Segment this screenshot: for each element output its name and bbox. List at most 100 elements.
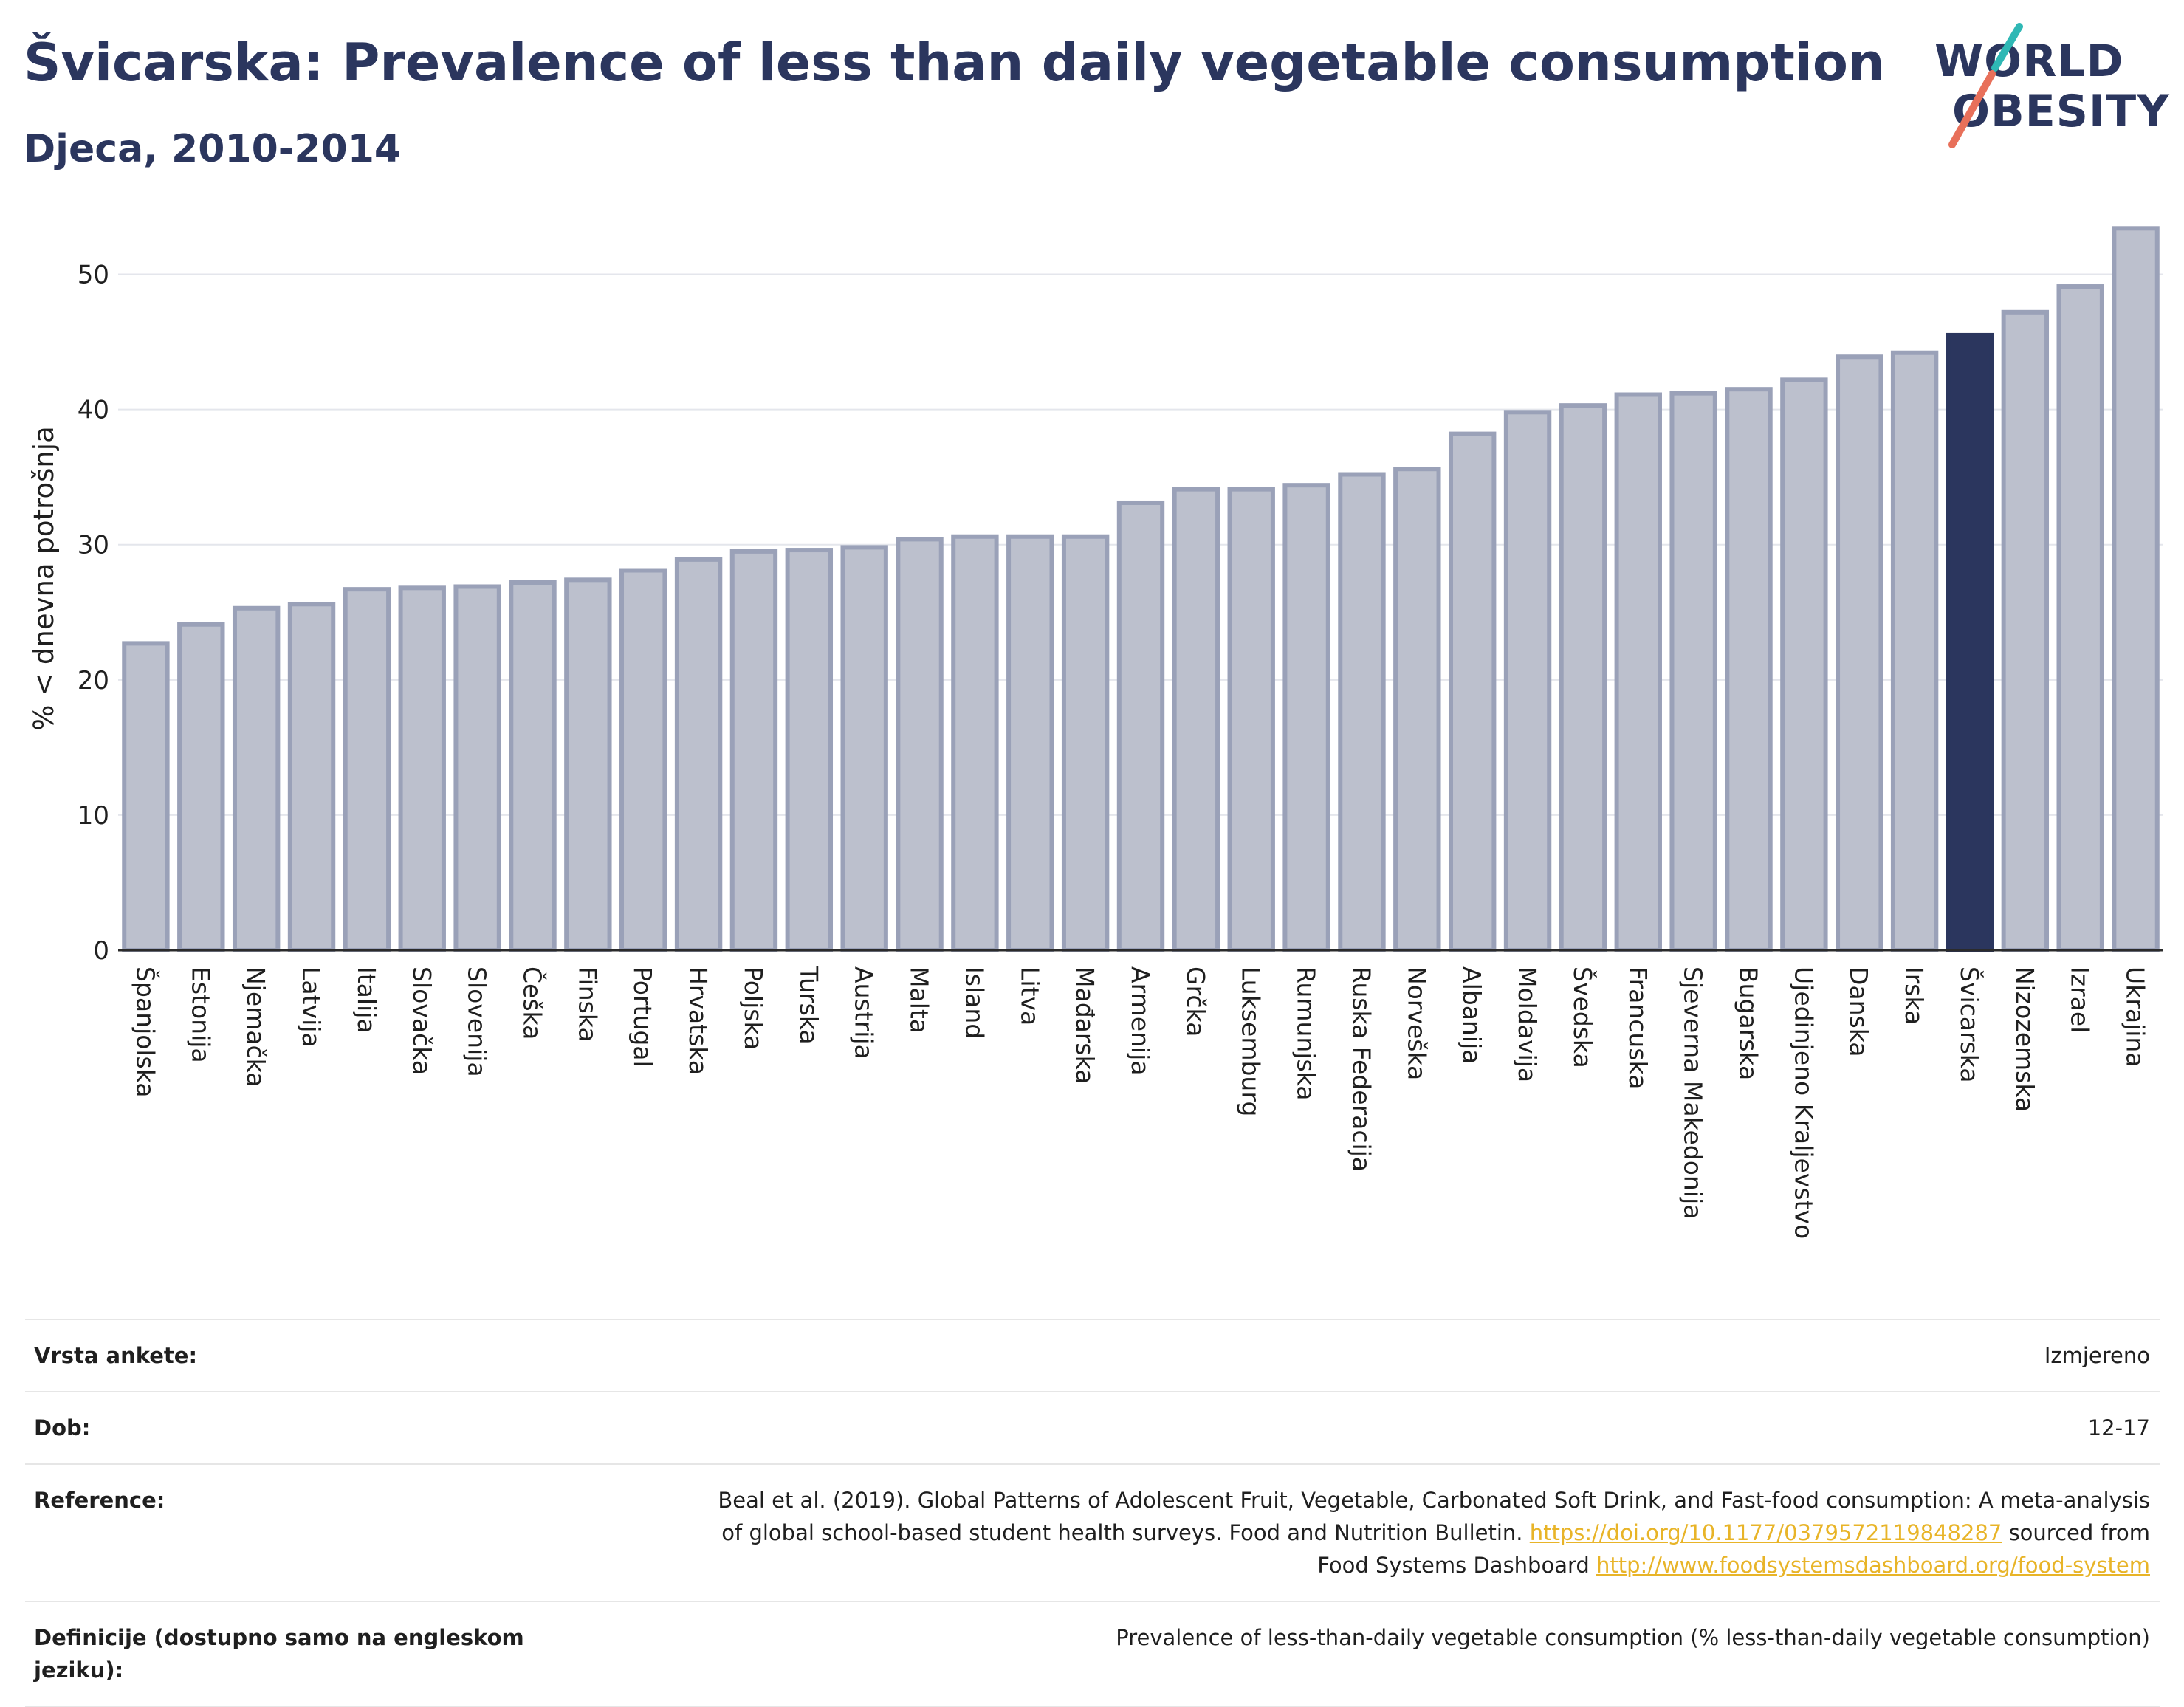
page-subtitle: Djeca, 2010-2014 (24, 127, 402, 171)
x-category-label: Latvija (297, 966, 326, 1048)
bar[interactable] (1116, 500, 1165, 952)
bar[interactable] (1890, 350, 1939, 953)
bar[interactable] (951, 534, 999, 952)
doi-link[interactable]: https://doi.org/10.1177/0379572119848287 (1529, 1520, 2002, 1545)
x-category-label: Norveška (1402, 966, 1431, 1080)
bar[interactable] (1006, 534, 1054, 952)
bar[interactable] (564, 577, 612, 953)
x-category-label: Španjolska (131, 966, 160, 1098)
x-category-label: Ruska Federacija (1347, 966, 1376, 1172)
logo-slash-icon (1948, 23, 2023, 148)
bar-chart: 0 10 20 30 40 50 Španjolska Estonija Njemačka La… (28, 226, 2163, 1239)
bar[interactable] (343, 587, 391, 952)
bar[interactable] (177, 622, 225, 952)
bar[interactable] (1061, 534, 1110, 952)
bar[interactable] (1669, 391, 1717, 952)
bar[interactable] (785, 548, 834, 952)
bar[interactable] (122, 641, 170, 952)
bar[interactable] (453, 584, 501, 953)
bar[interactable] (1338, 472, 1386, 952)
bar[interactable] (1614, 392, 1662, 953)
y-tick-label: 50 (78, 261, 109, 290)
reference-line-1: Beal et al. (2019). Global Patterns of A… (718, 1488, 2150, 1513)
x-category-label: Rumunjska (1292, 966, 1321, 1100)
x-category-label: Bugarska (1734, 966, 1763, 1080)
bar[interactable] (1836, 354, 1883, 953)
bar[interactable] (619, 568, 667, 952)
bar[interactable] (1282, 483, 1330, 952)
x-category-label: Turska (794, 966, 823, 1045)
page-title: Švicarska: Prevalence of less than daily… (24, 32, 1885, 93)
reference-line-2: of global school-based student health su… (718, 1517, 2150, 1549)
reference-text: Food Systems Dashboard (1317, 1553, 1590, 1578)
y-axis-title: % < dnevna potrošnja (28, 426, 60, 731)
info-key: Definicije (dostupno samo na engleskom j… (34, 1625, 524, 1683)
x-category-label: Slovenija (463, 966, 492, 1077)
x-category-label: Portugal (628, 966, 657, 1068)
info-row-age: Dob: 12-17 (25, 1391, 2160, 1463)
x-category-label: Estonija (186, 966, 215, 1063)
x-category-label: Litva (1015, 966, 1044, 1026)
x-category-label: Grčka (1181, 966, 1210, 1037)
info-value: Izmjereno (2044, 1343, 2150, 1368)
x-category-label: Island (960, 966, 989, 1039)
bar[interactable] (896, 537, 944, 952)
info-key: Vrsta ankete: (34, 1343, 198, 1368)
y-tick-label: 30 (78, 531, 109, 560)
info-value: Prevalence of less-than-daily vegetable … (1116, 1625, 2150, 1650)
x-category-label: Sjeverna Makedonija (1679, 966, 1708, 1219)
x-category-label: Luksemburg (1237, 966, 1266, 1116)
reference-text: sourced from (2008, 1520, 2150, 1545)
y-tick-label: 20 (78, 666, 109, 695)
bar[interactable] (2056, 284, 2104, 953)
bar[interactable] (1559, 403, 1607, 953)
x-category-label: Ujedinjeno Kraljevstvo (1789, 966, 1818, 1239)
logo-text-world: WORLD (1934, 35, 2124, 87)
bar[interactable] (1393, 467, 1441, 952)
chart-bars (122, 226, 2160, 953)
x-category-label: Italija (352, 966, 381, 1034)
x-category-label: Armenija (1126, 966, 1155, 1076)
x-category-label: Mađarska (1071, 966, 1099, 1084)
bar[interactable] (287, 602, 336, 953)
x-category-label: Ukrajina (2121, 966, 2150, 1068)
x-category-label: Malta (905, 966, 934, 1034)
bar[interactable] (2112, 226, 2160, 952)
info-row-reference: Reference: Beal et al. (2019). Global Pa… (25, 1463, 2160, 1601)
info-table: Vrsta ankete: Izmjereno Dob: 12-17 Refer… (25, 1319, 2160, 1707)
y-tick-label: 10 (78, 801, 109, 831)
bar[interactable] (2001, 309, 2050, 952)
info-key: Dob: (34, 1415, 91, 1440)
bar[interactable] (509, 580, 557, 952)
bar[interactable] (232, 605, 281, 953)
info-key: Reference: (34, 1488, 165, 1513)
logo-text-obesity: OBESITY (1952, 86, 2170, 137)
bar[interactable] (1503, 410, 1552, 953)
y-tick-label: 40 (78, 396, 109, 425)
x-category-label: Francuska (1624, 966, 1652, 1089)
bar[interactable] (1725, 387, 1773, 952)
bar[interactable] (674, 557, 723, 953)
x-category-label: Njemačka (241, 966, 270, 1087)
x-category-label: Švicarska (1955, 966, 1985, 1083)
world-obesity-logo[interactable]: WORLD OBESITY (1927, 22, 2171, 155)
bar[interactable] (398, 585, 446, 952)
bar-highlighted[interactable] (1946, 332, 1994, 953)
bar[interactable] (1172, 487, 1220, 953)
bar[interactable] (1780, 377, 1828, 952)
x-category-label: Austrija (850, 966, 879, 1059)
x-category-label: Danska (1844, 966, 1873, 1057)
y-axis-ticks: 0 10 20 30 40 50 (78, 261, 109, 966)
x-category-label: Poljska (739, 966, 768, 1050)
x-category-label: Švedska (1568, 966, 1598, 1068)
x-category-label: Finska (573, 966, 602, 1043)
x-axis-labels: Španjolska Estonija Njemačka Latvija Italija… (131, 966, 2149, 1239)
dashboard-link[interactable]: http://www.foodsystemsdashboard.org/food… (1596, 1553, 2150, 1578)
bar[interactable] (729, 549, 778, 952)
bar[interactable] (1227, 487, 1275, 953)
bar[interactable] (840, 545, 888, 952)
info-value: 12-17 (2087, 1415, 2150, 1440)
info-value: Beal et al. (2019). Global Patterns of A… (718, 1484, 2150, 1581)
bar[interactable] (1448, 431, 1497, 952)
x-category-label: Slovačka (408, 966, 436, 1075)
